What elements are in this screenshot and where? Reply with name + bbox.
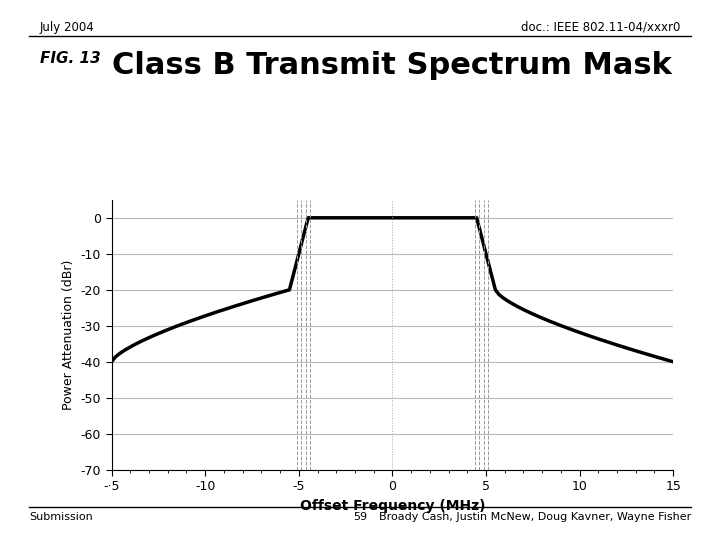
Text: doc.: IEEE 802.11-04/xxxr0: doc.: IEEE 802.11-04/xxxr0	[521, 21, 680, 33]
X-axis label: Offset Frequency (MHz): Offset Frequency (MHz)	[300, 499, 485, 513]
Text: Submission: Submission	[29, 512, 93, 522]
Text: Broady Cash, Justin McNew, Doug Kavner, Wayne Fisher: Broady Cash, Justin McNew, Doug Kavner, …	[379, 512, 691, 522]
Text: FIG. 13: FIG. 13	[40, 51, 106, 66]
Text: July 2004: July 2004	[40, 21, 94, 33]
Y-axis label: Power Attenuation (dBr): Power Attenuation (dBr)	[62, 260, 75, 410]
Text: Class B Transmit Spectrum Mask: Class B Transmit Spectrum Mask	[112, 51, 672, 80]
Text: 59: 59	[353, 512, 367, 522]
